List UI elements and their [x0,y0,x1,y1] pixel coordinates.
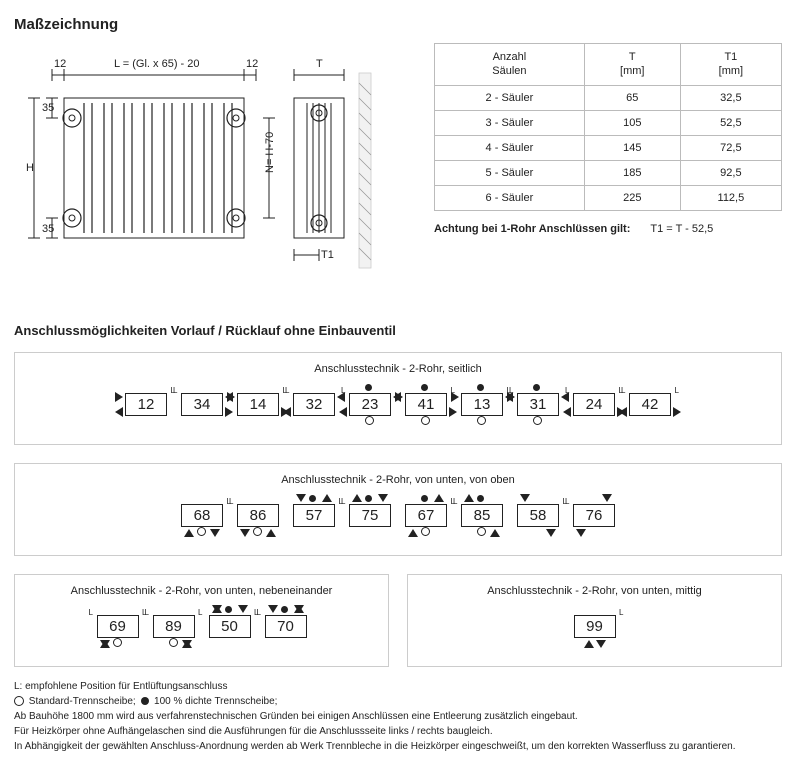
svg-text:H: H [26,162,34,174]
table-row: 2 - Säuler6532,5 [435,85,782,110]
table-cell: 5 - Säuler [435,160,585,185]
table-row: 6 - Säuler225112,5 [435,185,782,210]
dimension-table-area: AnzahlSäulenT[mm]T1[mm] 2 - Säuler6532,5… [434,43,782,235]
svg-text:T1: T1 [321,249,334,261]
connection-section-title: Anschlussmöglichkeiten Vorlauf / Rücklau… [14,323,782,338]
footnote-line: Ab Bauhöhe 1800 mm wird aus verfahrenste… [14,709,782,724]
connection-diagram-12: 12L [125,393,167,416]
panel-header: Anschlusstechnik - 2-Rohr, von unten, vo… [15,464,781,504]
connection-diagram-70: 70L [265,615,307,638]
footnote-line: Für Heizkörper ohne Aufhängelaschen sind… [14,724,782,739]
table-cell: 112,5 [680,185,781,210]
table-cell: 225 [584,185,680,210]
connection-diagram-75: 75L [349,504,391,527]
table-cell: 72,5 [680,135,781,160]
footnotes: L: empfohlene Position für Entlüftungsan… [14,679,782,754]
technical-drawing: 12 L = (Gl. x 65) - 20 12 35 35 H N= H-7… [14,43,394,283]
table-cell: 52,5 [680,110,781,135]
table-row: 4 - Säuler14572,5 [435,135,782,160]
footnote-line: L: empfohlene Position für Entlüftungsan… [14,679,782,694]
table-cell: 32,5 [680,85,781,110]
connection-diagram-31: 31L [517,393,559,416]
svg-text:12: 12 [54,58,66,70]
connection-diagram-67: 67L [405,504,447,527]
table-header: AnzahlSäulen [435,44,585,86]
svg-text:T: T [316,58,323,70]
connection-diagram-85: 85L [461,504,503,527]
table-cell: 4 - Säuler [435,135,585,160]
table-cell: 145 [584,135,680,160]
connection-diagram-89: 89LL [153,615,195,638]
connection-diagram-50: 50L [209,615,251,638]
connection-diagram-41: 41L [405,393,447,416]
panel-2rohr-seitlich: Anschlusstechnik - 2-Rohr, seitlich 12L 3… [14,352,782,445]
table-cell: 185 [584,160,680,185]
connection-diagram-42: 42LL [629,393,671,416]
connection-diagram-13: 13L [461,393,503,416]
panel-2rohr-unten-oben: Anschlusstechnik - 2-Rohr, von unten, vo… [14,463,782,556]
table-cell: 3 - Säuler [435,110,585,135]
table-cell: 2 - Säuler [435,85,585,110]
panel-2rohr-unten-mittig: Anschlusstechnik - 2-Rohr, von unten, mi… [407,574,782,667]
table-header: T[mm] [584,44,680,86]
svg-text:L = (Gl. x 65) - 20: L = (Gl. x 65) - 20 [114,58,200,70]
connection-diagram-34: 34L [181,393,223,416]
connection-diagram-86: 86L [237,504,279,527]
svg-text:35: 35 [42,102,54,114]
table-header: T1[mm] [680,44,781,86]
connection-diagram-14: 14L [237,393,279,416]
dimension-table: AnzahlSäulenT[mm]T1[mm] 2 - Säuler6532,5… [434,43,782,211]
table-cell: 6 - Säuler [435,185,585,210]
connection-diagram-58: 58L [517,504,559,527]
table-cell: 92,5 [680,160,781,185]
table-cell: 105 [584,110,680,135]
table-row: 3 - Säuler10552,5 [435,110,782,135]
table-row: 5 - Säuler18592,5 [435,160,782,185]
panel-2rohr-unten-nebeneinander: Anschlusstechnik - 2-Rohr, von unten, ne… [14,574,389,667]
connection-diagram-76: 76L [573,504,615,527]
connection-diagram-24: 24LL [573,393,615,416]
connection-diagram-99: 99L [574,615,616,638]
panel-header: Anschlusstechnik - 2-Rohr, seitlich [15,353,781,393]
table-note: Achtung bei 1-Rohr Anschlüssen gilt:T1 =… [434,223,782,235]
connection-diagram-68: 68L [181,504,223,527]
main-title: Maßzeichnung [14,16,782,33]
footnote-line: Standard-Trennscheibe; 100 % dichte Tren… [14,694,782,709]
svg-text:12: 12 [246,58,258,70]
top-section: 12 L = (Gl. x 65) - 20 12 35 35 H N= H-7… [14,43,782,283]
connection-diagram-69: 69LL [97,615,139,638]
connection-diagram-57: 57L [293,504,335,527]
panel-header: Anschlusstechnik - 2-Rohr, von unten, mi… [408,575,781,615]
svg-text:35: 35 [42,223,54,235]
connection-diagram-23: 23L [349,393,391,416]
connection-diagram-32: 32L [293,393,335,416]
table-cell: 65 [584,85,680,110]
svg-text:N= H-70: N= H-70 [264,132,276,173]
